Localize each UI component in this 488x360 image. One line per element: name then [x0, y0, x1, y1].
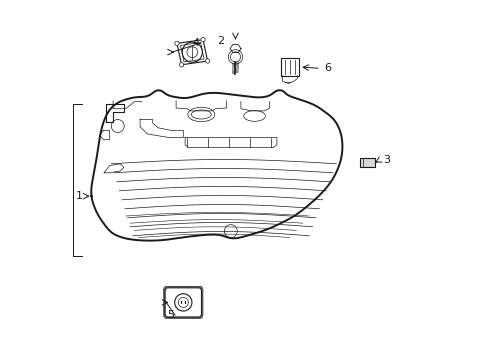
- FancyBboxPatch shape: [280, 58, 299, 76]
- Text: 3: 3: [383, 155, 389, 165]
- Text: 2: 2: [217, 36, 224, 46]
- FancyBboxPatch shape: [163, 287, 203, 318]
- FancyBboxPatch shape: [164, 287, 202, 318]
- Text: 5: 5: [167, 310, 174, 320]
- Circle shape: [201, 37, 205, 42]
- FancyBboxPatch shape: [165, 288, 201, 317]
- Circle shape: [205, 59, 209, 63]
- Text: 6: 6: [323, 63, 330, 73]
- Text: 4: 4: [192, 38, 199, 48]
- Text: 1: 1: [75, 191, 82, 201]
- FancyBboxPatch shape: [359, 158, 374, 167]
- Circle shape: [174, 41, 179, 46]
- Circle shape: [179, 63, 183, 67]
